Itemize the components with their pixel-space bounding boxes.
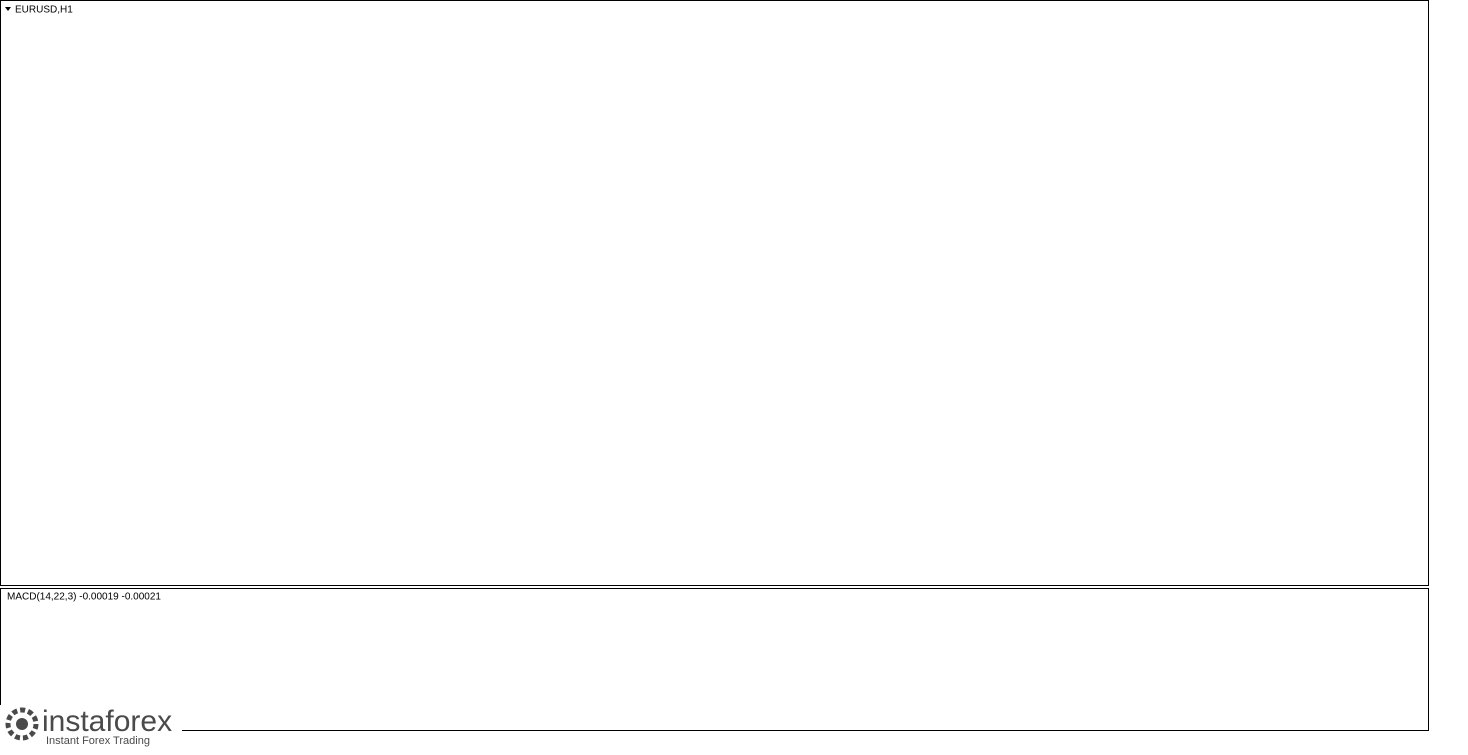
watermark-slogan: Instant Forex Trading <box>46 735 150 747</box>
watermark-brand: instaforex <box>42 705 172 738</box>
symbol-marker <box>5 7 11 11</box>
chart-title: EURUSD,H1 <box>15 5 73 16</box>
macd-title: MACD(14,22,3) -0.00019 -0.00021 <box>7 592 161 603</box>
watermark: instaforex Instant Forex Trading <box>0 705 182 750</box>
logo-gear <box>5 707 39 741</box>
logo-core <box>16 718 28 730</box>
macd-panel-frame <box>0 588 1429 731</box>
price-panel-frame <box>0 0 1429 586</box>
